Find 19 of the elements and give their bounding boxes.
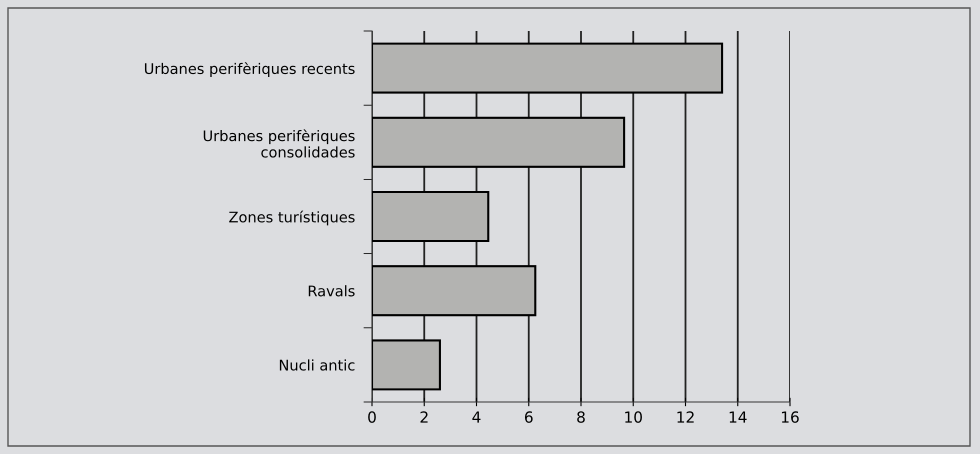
bar <box>372 190 490 242</box>
x-tick-label: 8 <box>577 411 585 423</box>
x-tick-label: 2 <box>420 411 428 423</box>
y-tick-label: Nucli antic <box>280 359 354 371</box>
y-tick-label: Ravals <box>308 285 355 296</box>
x-tick-label: 0 <box>368 411 376 423</box>
bar <box>372 339 441 390</box>
x-tick-label: 14 <box>730 412 747 423</box>
y-tick-label: Urbanes perifèriques recents <box>144 62 355 77</box>
x-tick-label: 4 <box>472 412 481 423</box>
bar <box>372 42 724 94</box>
bar <box>372 265 536 316</box>
x-tick-label: 6 <box>524 411 533 423</box>
y-tick-label: Zones turístiques <box>229 210 355 226</box>
x-tick-label: 12 <box>677 411 694 423</box>
y-tick-label: Urbanes perifèriques consolidades <box>204 129 355 158</box>
x-tick-label: 10 <box>625 411 642 423</box>
x-tick-label: 16 <box>782 411 799 423</box>
bar <box>372 116 626 168</box>
